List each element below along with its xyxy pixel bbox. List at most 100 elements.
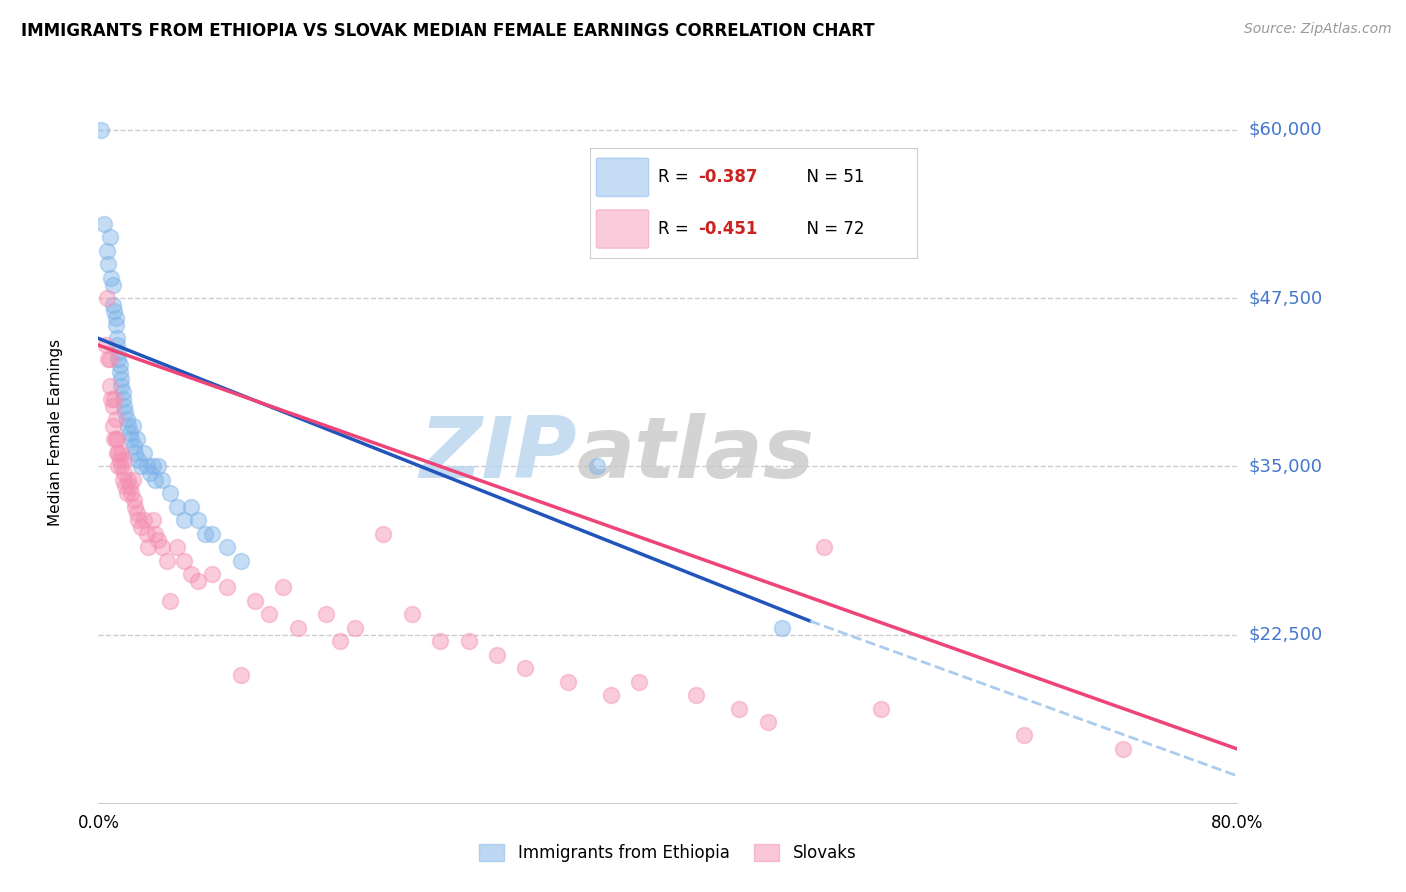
Point <box>486 648 509 662</box>
Point <box>127 452 149 467</box>
Point <box>100 270 122 285</box>
Text: N = 72: N = 72 <box>796 220 865 238</box>
Point <box>756 714 779 729</box>
Point <box>120 433 142 447</box>
Text: $35,000: $35,000 <box>1249 458 1323 475</box>
Point <box>166 500 188 514</box>
Point <box>132 513 155 527</box>
Text: $47,500: $47,500 <box>1249 289 1323 307</box>
Text: -0.451: -0.451 <box>697 220 756 238</box>
Point <box>111 385 134 400</box>
Point <box>105 446 128 460</box>
Point <box>685 688 707 702</box>
Text: atlas: atlas <box>576 413 815 496</box>
Point <box>96 291 118 305</box>
Point <box>201 526 224 541</box>
Point <box>107 351 129 366</box>
Point <box>108 359 131 373</box>
Point <box>107 344 129 359</box>
Point <box>121 473 143 487</box>
Point <box>98 230 121 244</box>
Point <box>585 459 607 474</box>
Point <box>187 513 209 527</box>
Point <box>105 338 128 352</box>
Point <box>105 433 128 447</box>
Point <box>201 566 224 581</box>
Point <box>110 378 132 392</box>
Point <box>115 486 138 500</box>
Point <box>103 392 125 406</box>
Point <box>152 540 174 554</box>
Point <box>343 621 366 635</box>
Point <box>93 217 115 231</box>
Point <box>135 526 157 541</box>
Point <box>159 594 181 608</box>
Point <box>194 526 217 541</box>
Point <box>401 607 423 622</box>
Point <box>101 418 124 433</box>
Point <box>118 479 141 493</box>
Point <box>111 473 134 487</box>
Point <box>125 433 148 447</box>
Point <box>104 433 127 447</box>
Point <box>136 540 159 554</box>
Text: R =: R = <box>658 169 695 186</box>
Point <box>557 674 579 689</box>
Point <box>813 540 835 554</box>
Text: ZIP: ZIP <box>419 413 576 496</box>
Point <box>173 553 195 567</box>
Point <box>180 566 202 581</box>
Point <box>94 338 117 352</box>
Point <box>166 540 188 554</box>
Point <box>110 372 132 386</box>
Point <box>1012 729 1035 743</box>
Point <box>127 513 149 527</box>
Point <box>107 459 129 474</box>
Point <box>121 418 143 433</box>
Point <box>148 533 170 548</box>
Point <box>457 634 479 648</box>
Point <box>101 298 124 312</box>
Point <box>156 553 179 567</box>
Text: IMMIGRANTS FROM ETHIOPIA VS SLOVAK MEDIAN FEMALE EARNINGS CORRELATION CHART: IMMIGRANTS FROM ETHIOPIA VS SLOVAK MEDIA… <box>21 22 875 40</box>
Point <box>515 661 537 675</box>
Point <box>105 331 128 345</box>
Point <box>180 500 202 514</box>
Point <box>243 594 266 608</box>
Text: N = 51: N = 51 <box>796 169 865 186</box>
Point <box>112 466 135 480</box>
Point <box>148 459 170 474</box>
Text: $22,500: $22,500 <box>1249 625 1323 643</box>
Point <box>111 392 134 406</box>
Point <box>429 634 451 648</box>
Text: $60,000: $60,000 <box>1249 120 1322 139</box>
Point <box>114 405 136 419</box>
Point <box>103 433 125 447</box>
Point <box>159 486 181 500</box>
Point <box>124 446 146 460</box>
Point <box>173 513 195 527</box>
Point <box>97 257 120 271</box>
Text: -0.387: -0.387 <box>697 169 758 186</box>
Point <box>132 446 155 460</box>
Point <box>110 446 132 460</box>
Point <box>229 553 252 567</box>
Point <box>117 418 139 433</box>
Point <box>138 466 160 480</box>
Point <box>315 607 337 622</box>
Point <box>98 378 121 392</box>
Point <box>273 581 295 595</box>
Point <box>122 492 145 507</box>
Point <box>101 399 124 413</box>
Point <box>215 540 238 554</box>
Point <box>373 526 395 541</box>
Point <box>112 399 135 413</box>
Point <box>145 526 167 541</box>
Point <box>215 581 238 595</box>
Point <box>110 459 132 474</box>
Text: Source: ZipAtlas.com: Source: ZipAtlas.com <box>1244 22 1392 37</box>
Point <box>141 513 163 527</box>
Point <box>96 244 118 258</box>
Point <box>117 473 139 487</box>
Point <box>104 412 127 426</box>
